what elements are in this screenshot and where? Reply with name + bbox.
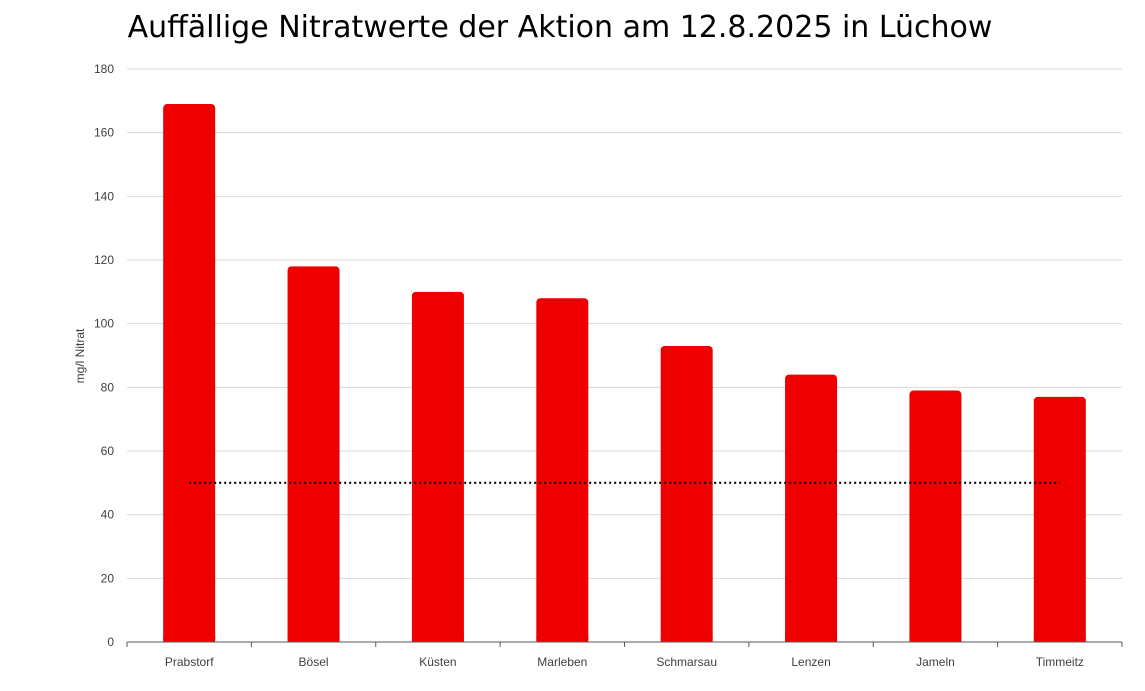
x-tick-label: Schmarsau (656, 655, 717, 669)
y-tick-label: 0 (107, 635, 114, 649)
bar-base (536, 636, 589, 642)
bar-prabstorf (163, 104, 216, 643)
bar-marleben (536, 298, 589, 642)
bar-base (163, 636, 216, 642)
gridlines (127, 68, 1122, 579)
bar-schmarsau (660, 345, 713, 642)
y-tick-label: 140 (94, 189, 114, 203)
bar-timmeitz (1033, 396, 1086, 642)
bar-base (1033, 636, 1086, 642)
y-tick-label: 20 (101, 571, 115, 585)
bar-bösel (287, 266, 340, 642)
axes (126, 641, 1123, 647)
y-tick-label: 180 (94, 62, 114, 76)
bars (163, 104, 1086, 643)
x-tick-label: Timmeitz (1036, 655, 1084, 669)
x-tick-label: Prabstorf (165, 655, 214, 669)
bar-küsten (411, 291, 464, 642)
y-tick-label: 120 (94, 253, 114, 267)
y-tick-label: 160 (94, 126, 114, 140)
chart-title: Auffällige Nitratwerte der Aktion am 12.… (127, 10, 993, 45)
x-tick-label: Lenzen (791, 655, 830, 669)
y-axis-title: mg/l Nitrat (73, 328, 87, 383)
labels: 0 20 40 60 80 100 120 140 160 180 Prabstorf Bösel Kü… (94, 62, 1084, 669)
bar-base (660, 636, 713, 642)
y-tick-label: 80 (101, 380, 115, 394)
x-tick-label: Küsten (419, 655, 456, 669)
x-tick-label: Bösel (299, 655, 329, 669)
bar-base (411, 636, 464, 642)
y-tick-label: 60 (101, 444, 115, 458)
bar-base (785, 636, 838, 642)
bar-jameln (909, 390, 962, 642)
x-tick-label: Jameln (916, 655, 955, 669)
bar-base (287, 636, 340, 642)
bar-lenzen (785, 374, 838, 642)
y-tick-label: 40 (101, 508, 115, 522)
y-tick-label: 100 (94, 317, 114, 331)
x-tick-label: Marleben (537, 655, 587, 669)
bar-base (909, 636, 962, 642)
